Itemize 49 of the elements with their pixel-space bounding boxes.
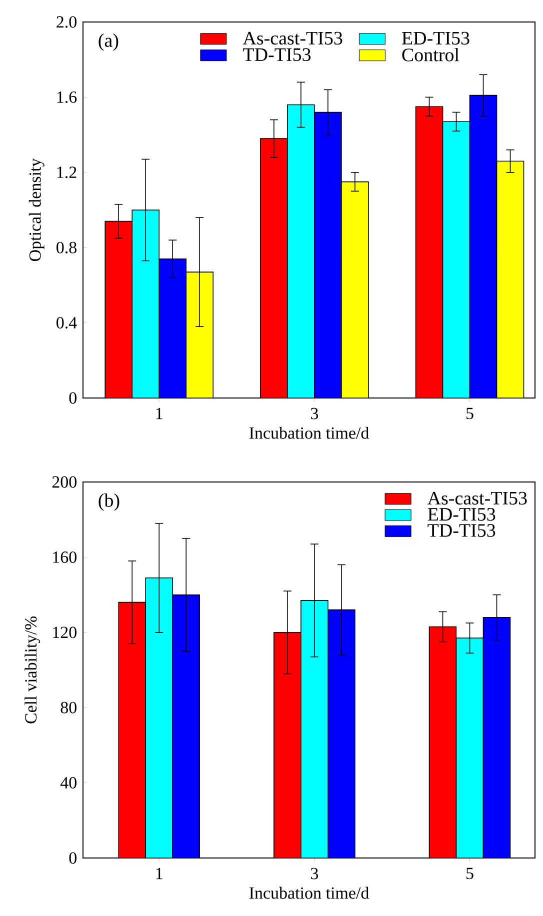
annotation: (a) bbox=[98, 34, 118, 51]
bar bbox=[314, 112, 342, 398]
bar bbox=[118, 602, 146, 858]
bar bbox=[260, 138, 288, 398]
x-axis-title: Incubation time/d bbox=[249, 886, 370, 899]
bar bbox=[145, 577, 174, 858]
y-tick-label: 0.4 bbox=[56, 317, 77, 329]
annotation: (b) bbox=[98, 494, 120, 511]
y-axis-title: Optical density bbox=[28, 158, 44, 262]
bar bbox=[428, 626, 457, 858]
y-tick-label: 120 bbox=[53, 626, 76, 638]
legend-label: ED-TI53 bbox=[402, 32, 470, 45]
legend-label: As-cast-TI53 bbox=[427, 492, 527, 505]
y-tick-label: 2.0 bbox=[56, 16, 76, 28]
y-tick-label: 40 bbox=[60, 777, 76, 789]
legend-label: ED-TI53 bbox=[428, 508, 496, 521]
legend-label: TD-TI53 bbox=[243, 48, 311, 62]
legend-label: Control bbox=[402, 48, 460, 62]
bar bbox=[274, 632, 302, 858]
x-tick-label: 5 bbox=[466, 408, 474, 420]
bar bbox=[300, 600, 328, 858]
bar bbox=[415, 106, 444, 398]
y-tick-label: 160 bbox=[53, 551, 76, 563]
y-axis-title: Cell viability/% bbox=[24, 616, 40, 724]
y-tick-label: 0.8 bbox=[56, 242, 76, 254]
y-tick-label: 0 bbox=[69, 392, 76, 404]
x-tick-label: 5 bbox=[466, 868, 474, 880]
y-tick-label: 0 bbox=[69, 852, 76, 864]
x-tick-label: 3 bbox=[310, 408, 318, 420]
bar bbox=[158, 258, 187, 398]
y-tick-label: 200 bbox=[52, 476, 76, 488]
legend-label: As-cast-TI53 bbox=[242, 32, 342, 45]
bar bbox=[132, 210, 160, 398]
bar bbox=[186, 272, 214, 398]
legend-label: TD-TI53 bbox=[428, 524, 496, 537]
y-tick-label: 1.6 bbox=[57, 91, 77, 103]
bar bbox=[341, 181, 369, 398]
bar bbox=[469, 94, 498, 398]
x-tick-label: 3 bbox=[310, 868, 318, 880]
x-axis-title: Incubation time/d bbox=[249, 426, 370, 439]
bar bbox=[456, 638, 484, 858]
x-tick-label: 1 bbox=[156, 408, 162, 420]
bar bbox=[287, 104, 315, 398]
y-tick-label: 80 bbox=[60, 702, 76, 714]
bar bbox=[442, 121, 470, 398]
y-tick-label: 1.2 bbox=[57, 166, 76, 178]
bar bbox=[496, 160, 524, 398]
x-tick-label: 1 bbox=[156, 868, 162, 880]
bar bbox=[104, 220, 133, 398]
